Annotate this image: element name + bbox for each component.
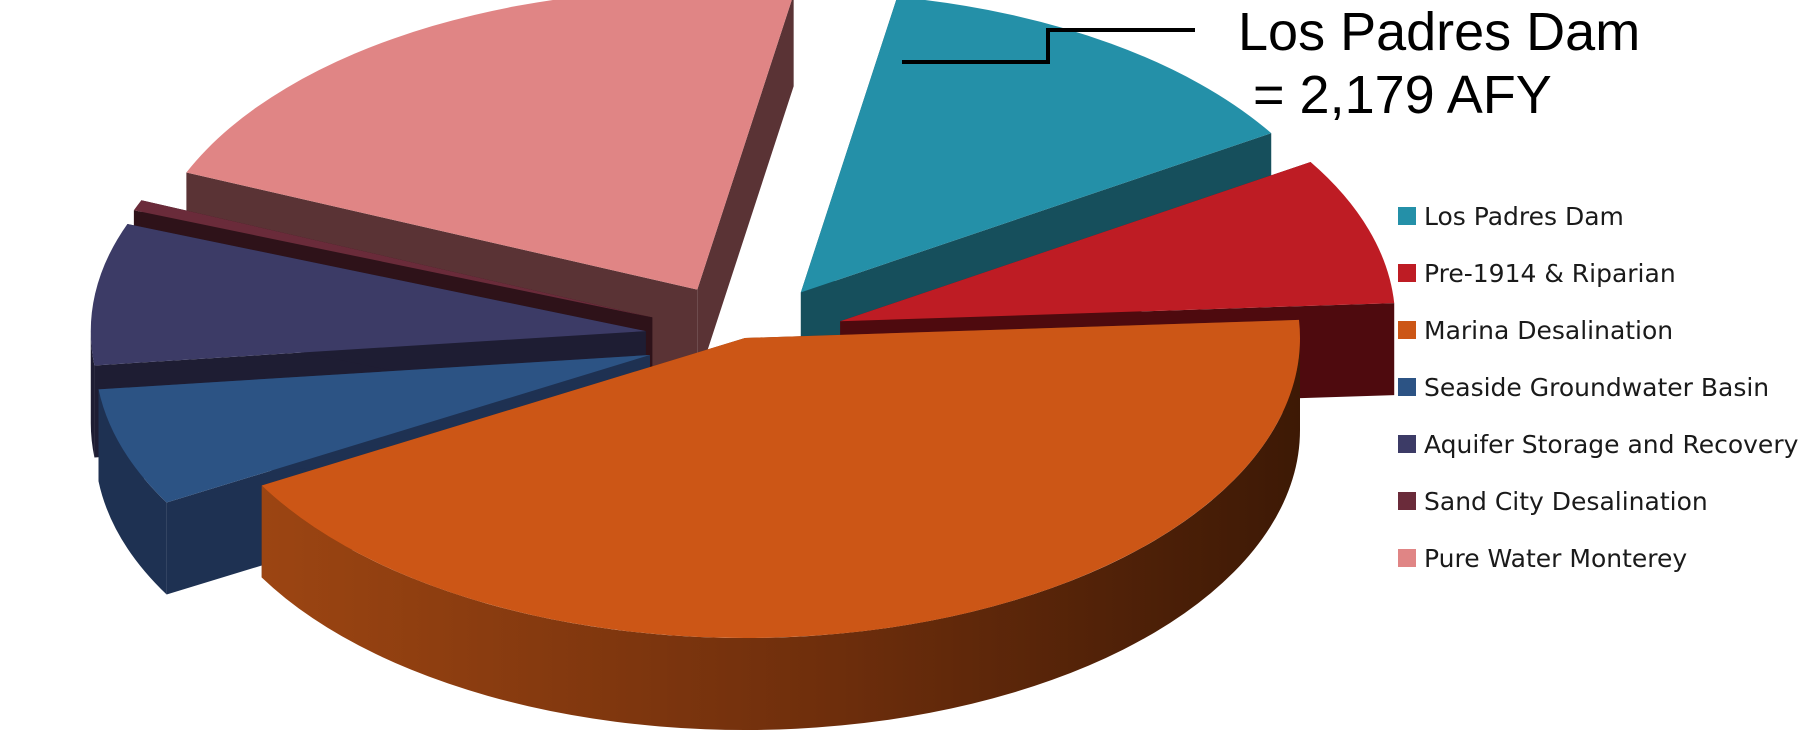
legend-item-seaside-groundwater-basin: Seaside Groundwater Basin bbox=[1398, 373, 1769, 402]
legend-label: Los Padres Dam bbox=[1424, 202, 1624, 231]
legend-label: Pre-1914 & Riparian bbox=[1424, 259, 1676, 288]
legend-item-los-padres-dam: Los Padres Dam bbox=[1398, 202, 1624, 231]
legend-item-pre-1914-riparian: Pre-1914 & Riparian bbox=[1398, 259, 1676, 288]
legend: Los Padres Dam Pre-1914 & Riparian Marina … bbox=[1398, 202, 1799, 573]
legend-swatch bbox=[1398, 264, 1416, 282]
legend-swatch bbox=[1398, 549, 1416, 567]
legend-label: Sand City Desalination bbox=[1424, 487, 1708, 516]
legend-item-sand-city-desalination: Sand City Desalination bbox=[1398, 487, 1708, 516]
legend-swatch bbox=[1398, 435, 1416, 453]
legend-label: Aquifer Storage and Recovery bbox=[1424, 430, 1799, 459]
legend-item-aquifer-storage-and-recovery: Aquifer Storage and Recovery bbox=[1398, 430, 1799, 459]
callout-label: Los Padres Dam bbox=[1238, 2, 1640, 62]
legend-swatch bbox=[1398, 321, 1416, 339]
legend-swatch bbox=[1398, 492, 1416, 510]
legend-label: Seaside Groundwater Basin bbox=[1424, 373, 1769, 402]
callout-value: = 2,179 AFY bbox=[1238, 65, 1552, 125]
legend-label: Pure Water Monterey bbox=[1424, 544, 1687, 573]
pie-slices bbox=[91, 0, 1394, 730]
legend-swatch bbox=[1398, 207, 1416, 225]
legend-label: Marina Desalination bbox=[1424, 316, 1673, 345]
legend-item-marina-desalination: Marina Desalination bbox=[1398, 316, 1673, 345]
legend-swatch bbox=[1398, 378, 1416, 396]
legend-item-pure-water-monterey: Pure Water Monterey bbox=[1398, 544, 1687, 573]
